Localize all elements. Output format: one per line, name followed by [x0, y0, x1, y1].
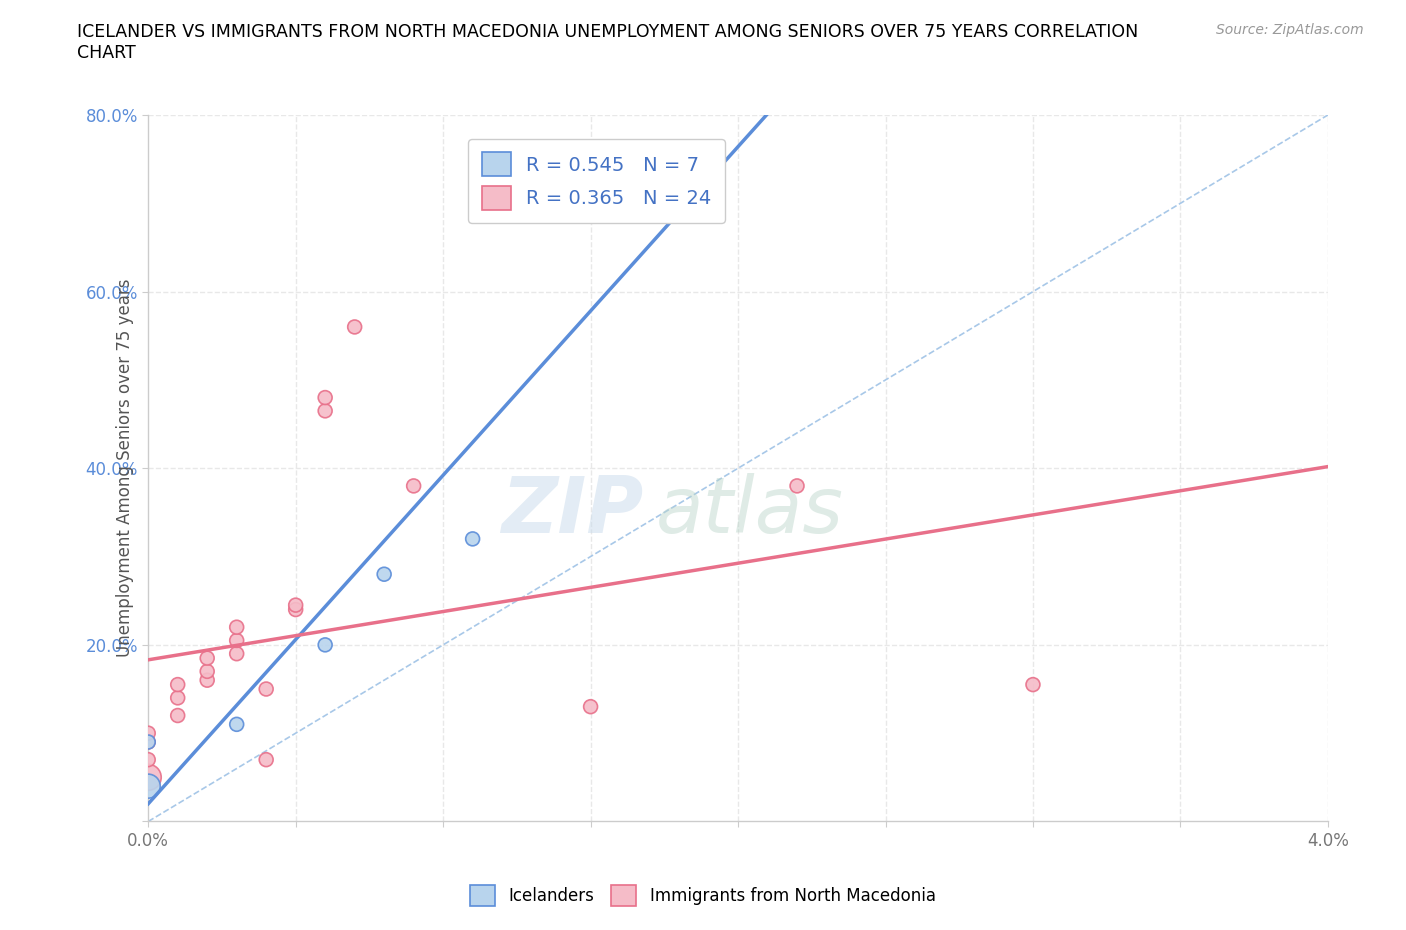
- Text: atlas: atlas: [655, 472, 844, 549]
- Point: [314, 391, 336, 405]
- Point: [225, 646, 247, 661]
- Point: [284, 602, 307, 617]
- Legend: Icelanders, Immigrants from North Macedonia: Icelanders, Immigrants from North Macedo…: [464, 879, 942, 912]
- Point: [254, 682, 277, 697]
- Point: [343, 320, 366, 335]
- Y-axis label: Unemployment Among Seniors over 75 years: Unemployment Among Seniors over 75 years: [117, 279, 135, 658]
- Point: [1022, 677, 1045, 692]
- Point: [254, 752, 277, 767]
- Point: [579, 699, 602, 714]
- Point: [195, 672, 218, 687]
- Point: [136, 770, 159, 785]
- Point: [166, 677, 188, 692]
- Point: [195, 651, 218, 666]
- Text: ICELANDER VS IMMIGRANTS FROM NORTH MACEDONIA UNEMPLOYMENT AMONG SENIORS OVER 75 : ICELANDER VS IMMIGRANTS FROM NORTH MACED…: [77, 23, 1139, 62]
- Legend: R = 0.545   N = 7, R = 0.365   N = 24: R = 0.545 N = 7, R = 0.365 N = 24: [468, 139, 725, 223]
- Point: [225, 717, 247, 732]
- Point: [225, 633, 247, 648]
- Point: [136, 752, 159, 767]
- Point: [284, 598, 307, 613]
- Point: [136, 725, 159, 740]
- Point: [136, 778, 159, 793]
- Point: [195, 664, 218, 679]
- Point: [136, 735, 159, 750]
- Point: [314, 404, 336, 418]
- Point: [579, 196, 602, 211]
- Point: [166, 708, 188, 723]
- Point: [136, 735, 159, 750]
- Point: [166, 690, 188, 705]
- Point: [225, 619, 247, 634]
- Point: [314, 637, 336, 652]
- Text: Source: ZipAtlas.com: Source: ZipAtlas.com: [1216, 23, 1364, 37]
- Point: [373, 566, 395, 581]
- Point: [786, 478, 808, 493]
- Point: [461, 531, 484, 546]
- Point: [402, 478, 425, 493]
- Text: ZIP: ZIP: [502, 472, 644, 549]
